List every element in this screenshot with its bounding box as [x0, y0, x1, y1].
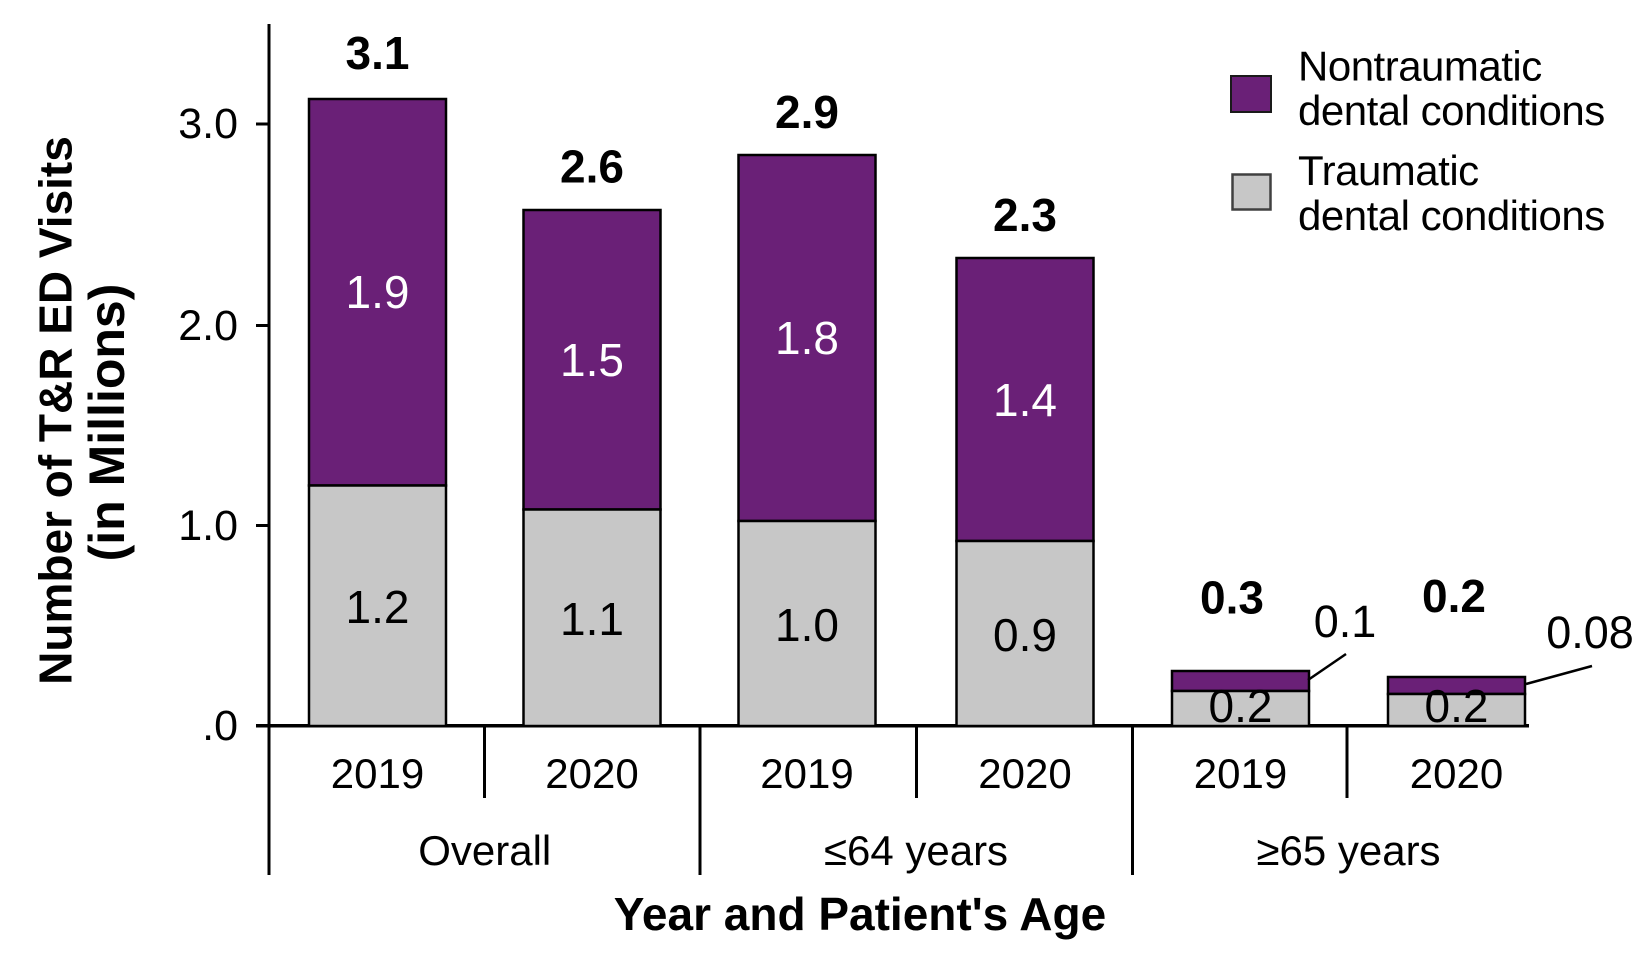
svg-text:0.1: 0.1 [1314, 596, 1377, 647]
svg-text:2.9: 2.9 [775, 86, 839, 138]
svg-text:1.8: 1.8 [775, 312, 839, 364]
svg-text:2019: 2019 [331, 750, 424, 797]
svg-text:Nontraumatic: Nontraumatic [1298, 42, 1542, 89]
svg-text:1.4: 1.4 [993, 374, 1057, 426]
svg-text:1.0: 1.0 [178, 502, 238, 550]
svg-text:≥65 years: ≥65 years [1256, 827, 1440, 874]
svg-text:2.6: 2.6 [560, 141, 624, 193]
svg-text:2020: 2020 [1410, 750, 1503, 797]
svg-text:0.2: 0.2 [1209, 680, 1273, 732]
svg-text:Year and Patient's Age: Year and Patient's Age [614, 888, 1106, 940]
svg-text:Overall: Overall [418, 827, 551, 874]
svg-text:1.5: 1.5 [560, 334, 624, 386]
svg-text:2.3: 2.3 [993, 189, 1057, 241]
svg-text:dental conditions: dental conditions [1298, 192, 1605, 239]
svg-text:.0: .0 [202, 702, 238, 750]
svg-text:0.3: 0.3 [1200, 572, 1264, 624]
svg-text:Traumatic: Traumatic [1298, 147, 1479, 194]
svg-text:dental conditions: dental conditions [1298, 87, 1605, 134]
svg-text:0.08: 0.08 [1546, 607, 1634, 658]
svg-text:1.1: 1.1 [560, 593, 624, 645]
svg-text:2020: 2020 [978, 750, 1071, 797]
svg-text:1.2: 1.2 [346, 581, 410, 633]
svg-text:0.2: 0.2 [1425, 680, 1489, 732]
svg-text:0.9: 0.9 [993, 609, 1057, 661]
svg-text:3.1: 3.1 [346, 27, 410, 79]
svg-text:2019: 2019 [1194, 750, 1287, 797]
svg-text:1.9: 1.9 [346, 266, 410, 318]
svg-text:1.0: 1.0 [775, 599, 839, 651]
svg-text:0.2: 0.2 [1422, 570, 1486, 622]
svg-text:≤64 years: ≤64 years [824, 827, 1008, 874]
svg-text:2.0: 2.0 [178, 302, 238, 350]
svg-text:(in Millions): (in Millions) [79, 284, 135, 562]
svg-text:Number of T&R ED Visits: Number of T&R ED Visits [30, 136, 82, 685]
svg-text:2020: 2020 [545, 750, 638, 797]
svg-text:2019: 2019 [760, 750, 853, 797]
svg-text:3.0: 3.0 [178, 100, 238, 148]
